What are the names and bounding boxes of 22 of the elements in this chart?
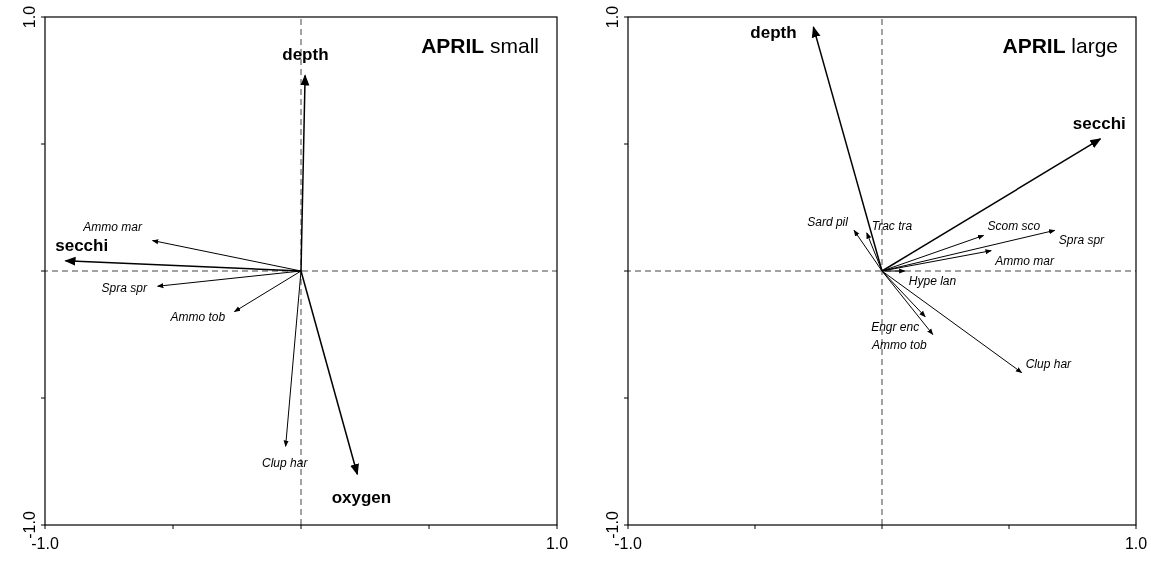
series-label: Engr enc — [871, 319, 920, 334]
series-label: Clup har — [262, 455, 309, 470]
series-label: secchi — [55, 235, 109, 255]
series-label: Hype lan — [908, 274, 957, 288]
series-label: Ammo tob — [169, 310, 226, 325]
series-label: Scom sco — [987, 219, 1041, 234]
series-label: Spra spr — [1058, 233, 1106, 248]
series-label: Sard pil — [807, 214, 849, 229]
x-tick-label: 1.0 — [545, 535, 569, 552]
text: APRIL small — [421, 34, 539, 57]
series-label: depth — [750, 23, 797, 42]
series-label: Ammo mar — [82, 219, 143, 234]
series-label: Spra spr — [101, 280, 148, 295]
series-label: Ammo mar — [994, 253, 1055, 268]
series-label: oxygen — [331, 487, 392, 507]
series-label: Trac tra — [871, 218, 913, 233]
series-label: Clup har — [1025, 356, 1073, 371]
series-label: Ammo tob — [871, 337, 928, 352]
text: APRIL large — [1002, 34, 1118, 57]
x-tick-label: 1.0 — [1124, 535, 1148, 552]
series-label: depth — [282, 45, 329, 65]
series-label: secchi — [1072, 113, 1126, 133]
